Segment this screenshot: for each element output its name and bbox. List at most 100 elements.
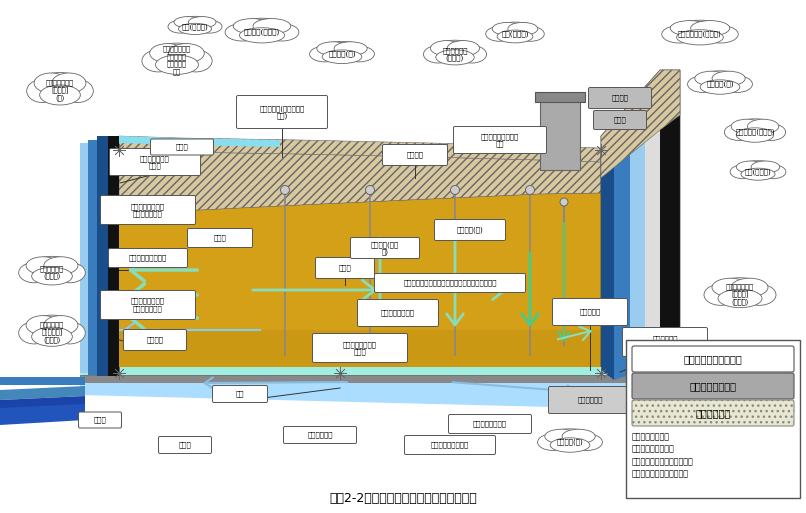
Ellipse shape	[26, 315, 60, 335]
FancyBboxPatch shape	[78, 412, 122, 428]
Ellipse shape	[430, 41, 463, 56]
Polygon shape	[119, 170, 601, 370]
Text: 地下水象排水
敷置措施: 地下水象排水 敷置措施	[652, 335, 678, 349]
Text: 漏壁等流出防止設備: 漏壁等流出防止設備	[129, 254, 167, 261]
Polygon shape	[119, 136, 280, 147]
Text: ガス抜き設備: ガス抜き設備	[307, 432, 333, 438]
Ellipse shape	[730, 119, 779, 141]
Text: 図　2-2　中層利用における生活環境影響: 図 2-2 中層利用における生活環境影響	[329, 492, 477, 505]
Ellipse shape	[544, 429, 596, 451]
Text: 逆浸水: 逆浸水	[176, 144, 189, 150]
Polygon shape	[80, 383, 670, 410]
FancyBboxPatch shape	[159, 437, 211, 453]
Text: 土壌汚染(安、管): 土壌汚染(安、管)	[244, 29, 280, 35]
FancyBboxPatch shape	[405, 436, 496, 455]
Ellipse shape	[168, 44, 204, 63]
Text: 水質汚濁(管): 水質汚濁(管)	[706, 81, 733, 87]
Ellipse shape	[572, 434, 602, 450]
FancyBboxPatch shape	[315, 258, 375, 279]
Ellipse shape	[676, 30, 723, 45]
Ellipse shape	[174, 16, 202, 28]
FancyBboxPatch shape	[434, 220, 505, 241]
Ellipse shape	[34, 73, 69, 93]
Text: 水質悪化(管): 水質悪化(管)	[457, 227, 484, 233]
Ellipse shape	[156, 55, 198, 74]
Ellipse shape	[33, 72, 86, 104]
Polygon shape	[614, 112, 630, 380]
Polygon shape	[645, 88, 660, 370]
Polygon shape	[119, 150, 601, 216]
Polygon shape	[0, 377, 85, 385]
Ellipse shape	[670, 20, 730, 44]
Ellipse shape	[239, 28, 285, 43]
FancyBboxPatch shape	[549, 386, 631, 413]
Text: 廃棄物物撤剤・置換
工法: 廃棄物物撤剤・置換 工法	[481, 133, 519, 147]
FancyBboxPatch shape	[383, 145, 447, 166]
Ellipse shape	[725, 124, 753, 141]
Ellipse shape	[695, 71, 728, 86]
Ellipse shape	[711, 278, 769, 306]
Text: 沈ア: 沈ア	[235, 391, 244, 397]
FancyBboxPatch shape	[454, 127, 546, 153]
Circle shape	[560, 198, 568, 206]
Ellipse shape	[751, 161, 779, 173]
Ellipse shape	[447, 41, 480, 56]
Ellipse shape	[730, 165, 756, 179]
Polygon shape	[119, 180, 601, 216]
Text: 遮水工措施: 遮水工措施	[580, 309, 600, 315]
Text: 水質汚濁(管): 水質汚濁(管)	[557, 439, 584, 445]
Ellipse shape	[197, 20, 222, 33]
Ellipse shape	[25, 315, 79, 345]
Ellipse shape	[344, 46, 375, 62]
Text: 飛散・流出(安、管): 飛散・流出(安、管)	[735, 129, 775, 135]
FancyBboxPatch shape	[110, 148, 201, 175]
Ellipse shape	[562, 429, 595, 444]
Ellipse shape	[253, 18, 291, 34]
Text: 最終覆土: 最終覆土	[406, 152, 423, 159]
Bar	[88, 140, 97, 375]
Ellipse shape	[760, 165, 786, 179]
Ellipse shape	[19, 322, 50, 344]
Text: 地下水集排水設備: 地下水集排水設備	[473, 421, 507, 427]
Text: 水位上昇: 水位上昇	[147, 337, 164, 343]
Circle shape	[451, 186, 459, 194]
FancyBboxPatch shape	[351, 238, 419, 259]
Ellipse shape	[688, 76, 718, 92]
Text: 保有水等の流出
[放流水]
(管): 保有水等の流出 [放流水] (管)	[46, 79, 74, 101]
Text: 保有水等集排水敷
置措施: 保有水等集排水敷 置措施	[343, 341, 377, 355]
Ellipse shape	[703, 26, 738, 43]
Ellipse shape	[457, 46, 487, 63]
Ellipse shape	[62, 80, 93, 103]
Text: 基礎工: 基礎工	[613, 116, 626, 123]
Ellipse shape	[486, 27, 513, 41]
FancyBboxPatch shape	[552, 299, 628, 326]
Ellipse shape	[232, 18, 292, 42]
Text: 生活環境影響: 生活環境影響	[696, 408, 730, 418]
Ellipse shape	[322, 50, 362, 64]
Ellipse shape	[44, 315, 78, 335]
Ellipse shape	[492, 22, 538, 42]
Ellipse shape	[317, 42, 350, 55]
Text: 水質汚濁(管): 水質汚濁(管)	[328, 51, 355, 57]
Ellipse shape	[704, 284, 737, 305]
Bar	[97, 136, 108, 376]
Ellipse shape	[25, 256, 79, 284]
Circle shape	[280, 186, 289, 194]
Ellipse shape	[54, 322, 85, 344]
Ellipse shape	[225, 24, 260, 41]
FancyBboxPatch shape	[632, 400, 794, 426]
Text: 廃棄物に接触し
た用水: 廃棄物に接触し た用水	[140, 155, 170, 169]
FancyBboxPatch shape	[632, 346, 794, 372]
Text: 敷地利用: 敷地利用	[612, 95, 629, 101]
FancyBboxPatch shape	[632, 373, 794, 399]
Text: 標気化: 標気化	[339, 265, 351, 271]
FancyBboxPatch shape	[151, 139, 214, 155]
Ellipse shape	[718, 289, 762, 308]
Polygon shape	[601, 70, 680, 390]
Text: 漏壁等流出防止設
備・遮水工措施: 漏壁等流出防止設 備・遮水工措施	[131, 203, 165, 217]
Text: 放流水: 放流水	[93, 417, 106, 423]
Ellipse shape	[44, 257, 78, 274]
Text: ガス(安、管): ガス(安、管)	[181, 24, 209, 30]
Text: 保有水等の流
出[放流水]
(安、管): 保有水等の流 出[放流水] (安、管)	[40, 321, 64, 343]
FancyBboxPatch shape	[358, 300, 438, 326]
